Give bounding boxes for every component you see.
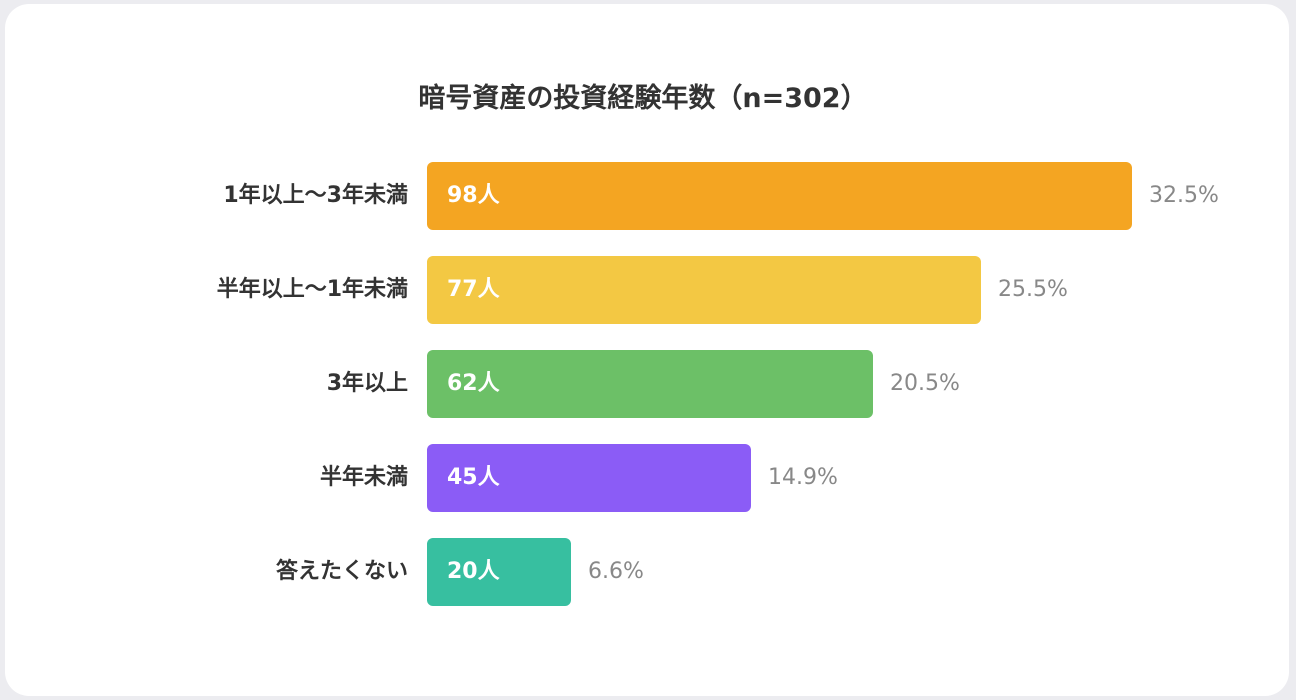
chart-title: 暗号資産の投資経験年数（n=302） [418, 83, 868, 114]
bar-row: 1年以上〜3年未満 98人 32.5% [0, 162, 1296, 230]
percent-label: 32.5% [1149, 183, 1219, 208]
category-label: 半年未満 [319, 465, 408, 490]
category-label: 3年以上 [326, 371, 408, 396]
bar-row: 3年以上 62人 20.5% [0, 350, 1296, 418]
bar: 77人 [427, 256, 981, 324]
bar: 20人 [427, 538, 571, 606]
bar-value-label: 77人 [447, 277, 500, 302]
bar-value-label: 45人 [447, 465, 500, 490]
percent-label: 14.9% [768, 465, 838, 490]
bar-value-label: 62人 [447, 371, 500, 396]
bar-value-label: 98人 [447, 183, 500, 208]
bar: 45人 [427, 444, 751, 512]
category-label: 半年以上〜1年未満 [216, 277, 408, 302]
percent-label: 25.5% [998, 277, 1068, 302]
bar-row: 半年未満 45人 14.9% [0, 444, 1296, 512]
bar-row: 答えたくない 20人 6.6% [0, 538, 1296, 606]
bar-value-label: 20人 [447, 559, 500, 584]
category-label: 1年以上〜3年未満 [223, 183, 408, 208]
category-label: 答えたくない [275, 559, 408, 584]
bar-row: 半年以上〜1年未満 77人 25.5% [0, 256, 1296, 324]
bar: 98人 [427, 162, 1132, 230]
bar: 62人 [427, 350, 873, 418]
percent-label: 20.5% [890, 371, 960, 396]
percent-label: 6.6% [588, 559, 644, 584]
